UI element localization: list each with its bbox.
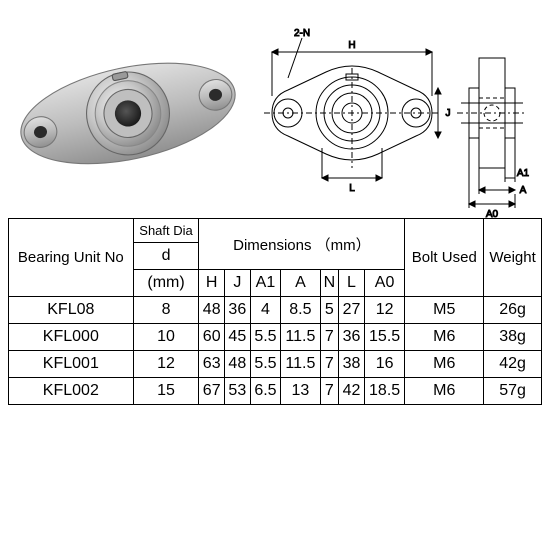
col-shaft-dia: Shaft Dia (133, 219, 199, 243)
spec-table: Bearing Unit No Shaft Dia Dimensions （mm… (8, 218, 542, 405)
col-a0: A0 (364, 270, 405, 297)
cell-model: KFL001 (9, 351, 134, 378)
cell-d: 12 (133, 351, 199, 378)
cell-bolt: M6 (405, 324, 484, 351)
table-row: KFL002 15 67 53 6.5 13 7 42 18.5 M6 57g (9, 378, 542, 405)
bearing-photo (8, 8, 248, 208)
col-bolt: Bolt Used (405, 219, 484, 297)
cell-a0: 12 (364, 297, 405, 324)
col-j: J (225, 270, 251, 297)
cell-a: 11.5 (281, 351, 320, 378)
cell-weight: 38g (484, 324, 542, 351)
cell-j: 48 (225, 351, 251, 378)
cell-h: 48 (199, 297, 225, 324)
col-shaft-sym: d (133, 243, 199, 270)
cell-a: 8.5 (281, 297, 320, 324)
cell-j: 53 (225, 378, 251, 405)
cell-a0: 16 (364, 351, 405, 378)
cell-j: 45 (225, 324, 251, 351)
cell-a1: 4 (250, 297, 281, 324)
technical-diagram: 2-N (256, 8, 546, 218)
cell-weight: 42g (484, 351, 542, 378)
label-a: A (520, 185, 527, 196)
cell-a: 11.5 (281, 324, 320, 351)
col-dimensions: Dimensions （mm） (199, 219, 405, 270)
cell-n: 7 (320, 351, 339, 378)
cell-a1: 5.5 (250, 351, 281, 378)
cell-bolt: M5 (405, 297, 484, 324)
cell-bolt: M6 (405, 378, 484, 405)
label-j: J (446, 108, 451, 119)
cell-a0: 15.5 (364, 324, 405, 351)
cell-a0: 18.5 (364, 378, 405, 405)
cell-h: 60 (199, 324, 225, 351)
col-n: N (320, 270, 339, 297)
col-shaft-unit: (mm) (133, 270, 199, 297)
col-h: H (199, 270, 225, 297)
cell-h: 67 (199, 378, 225, 405)
cell-j: 36 (225, 297, 251, 324)
cell-d: 15 (133, 378, 199, 405)
cell-model: KFL000 (9, 324, 134, 351)
cell-n: 7 (320, 324, 339, 351)
cell-a: 13 (281, 378, 320, 405)
cell-l: 27 (339, 297, 365, 324)
cell-weight: 57g (484, 378, 542, 405)
col-weight: Weight (484, 219, 542, 297)
cell-d: 8 (133, 297, 199, 324)
table-header-row-1: Bearing Unit No Shaft Dia Dimensions （mm… (9, 219, 542, 243)
diagram-svg: 2-N (256, 8, 546, 218)
table-row: KFL001 12 63 48 5.5 11.5 7 38 16 M6 42g (9, 351, 542, 378)
col-a: A (281, 270, 320, 297)
cell-a1: 5.5 (250, 324, 281, 351)
cell-model: KFL08 (9, 297, 134, 324)
flange-photo-svg (8, 8, 248, 208)
label-a0: A0 (486, 209, 499, 218)
cell-bolt: M6 (405, 351, 484, 378)
cell-model: KFL002 (9, 378, 134, 405)
label-a1: A1 (517, 168, 530, 179)
label-h: H (348, 40, 355, 51)
cell-h: 63 (199, 351, 225, 378)
cell-l: 42 (339, 378, 365, 405)
label-2n: 2-N (294, 28, 310, 39)
col-a1: A1 (250, 270, 281, 297)
label-l: L (349, 183, 355, 194)
col-bearing-unit: Bearing Unit No (9, 219, 134, 297)
cell-n: 7 (320, 378, 339, 405)
figure-area: 2-N (8, 8, 542, 218)
cell-l: 38 (339, 351, 365, 378)
cell-l: 36 (339, 324, 365, 351)
table-row: KFL08 8 48 36 4 8.5 5 27 12 M5 26g (9, 297, 542, 324)
table-row: KFL000 10 60 45 5.5 11.5 7 36 15.5 M6 38… (9, 324, 542, 351)
cell-a1: 6.5 (250, 378, 281, 405)
col-l: L (339, 270, 365, 297)
cell-d: 10 (133, 324, 199, 351)
cell-n: 5 (320, 297, 339, 324)
cell-weight: 26g (484, 297, 542, 324)
